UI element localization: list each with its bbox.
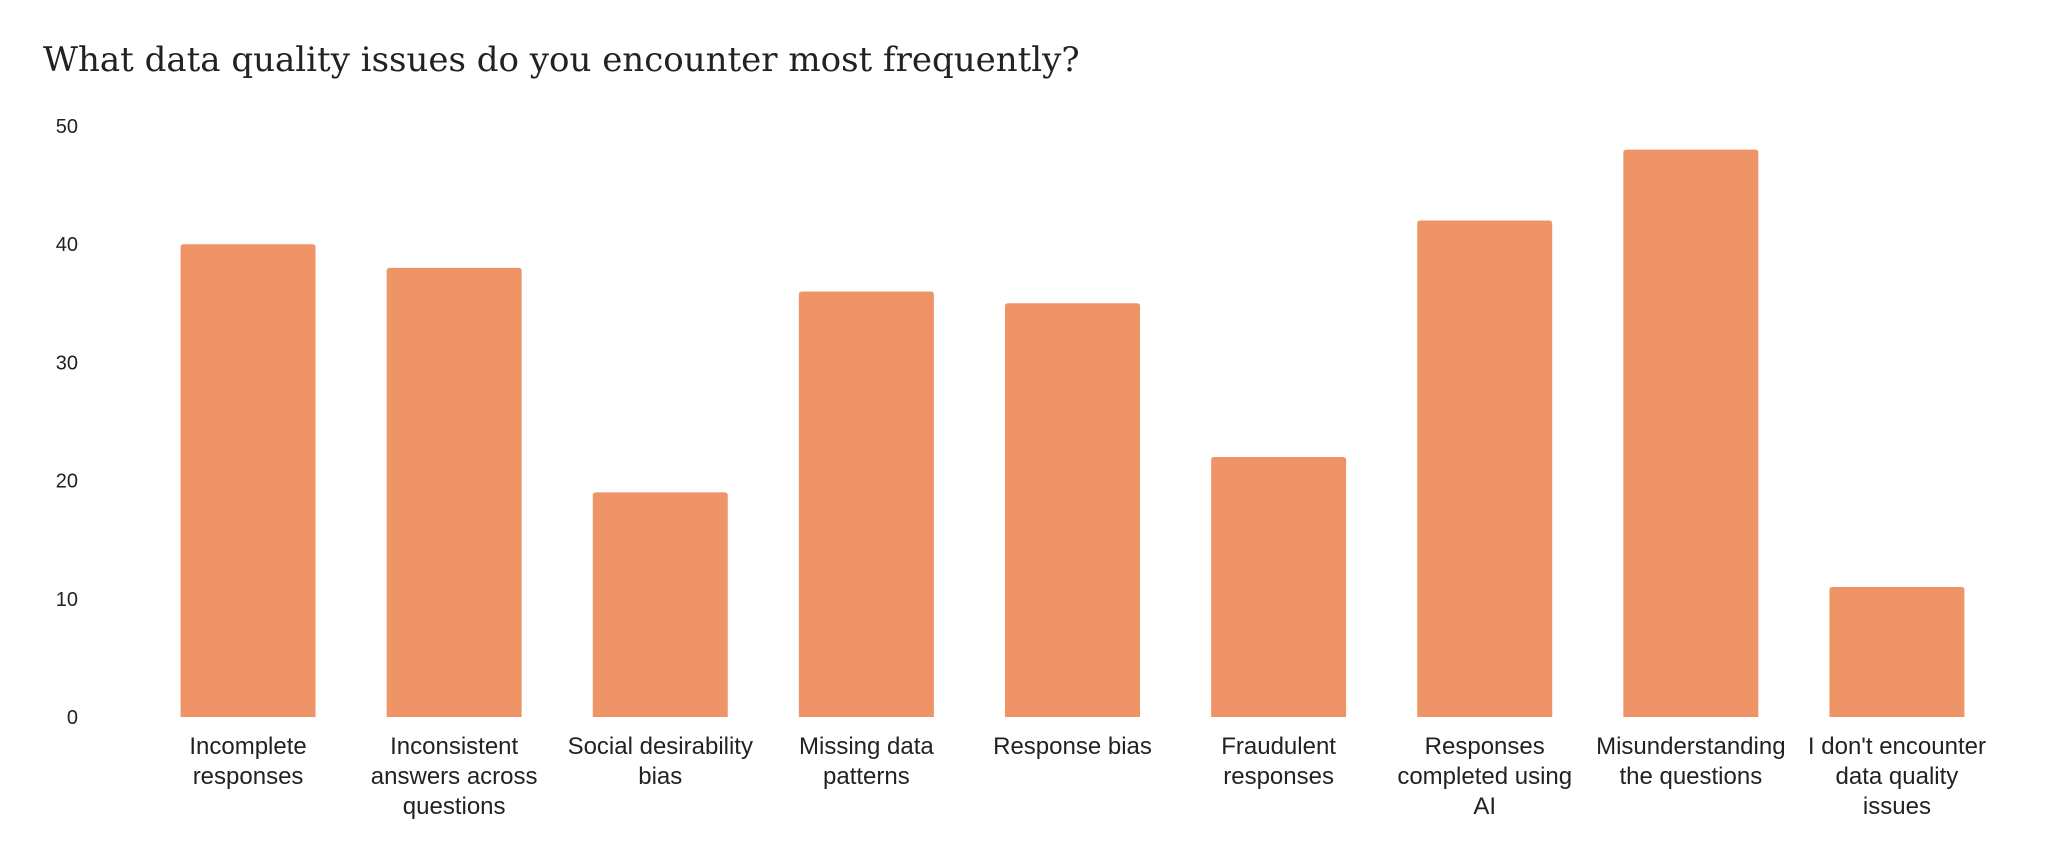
category-label: Inconsistent answers across questions — [371, 733, 538, 820]
y-tick-label: 50 — [56, 116, 78, 138]
category-label: Missing data patterns — [799, 733, 934, 790]
x-axis-labels: Incomplete responses Inconsistent answers a… — [189, 733, 1986, 820]
y-axis-ticks: 0 10 20 30 40 50 — [56, 116, 78, 729]
bar — [180, 244, 316, 717]
bars-group — [180, 149, 1965, 717]
category-label: Response bias — [993, 733, 1152, 760]
bar — [386, 267, 522, 717]
y-tick-label: 0 — [67, 707, 78, 729]
chart-title: What data quality issues do you encounte… — [43, 40, 1080, 80]
category-label: Responses completed using AI — [1397, 733, 1572, 820]
category-label: Social desirability bias — [568, 733, 753, 790]
y-tick-label: 40 — [56, 234, 78, 256]
bar — [1417, 220, 1553, 717]
bar — [1829, 586, 1965, 717]
category-label: Fraudulent responses — [1221, 733, 1336, 790]
category-label: I don't encounter data quality issues — [1808, 733, 1986, 820]
bar — [1005, 303, 1140, 717]
y-tick-label: 20 — [56, 471, 78, 493]
bar — [798, 291, 934, 717]
category-label: Incomplete responses — [189, 733, 306, 790]
y-tick-label: 30 — [56, 352, 78, 374]
bar — [1623, 149, 1759, 717]
y-tick-label: 10 — [56, 589, 78, 611]
bar — [1211, 456, 1347, 717]
category-label: Misunderstanding the questions — [1596, 733, 1785, 790]
bar — [592, 492, 728, 717]
